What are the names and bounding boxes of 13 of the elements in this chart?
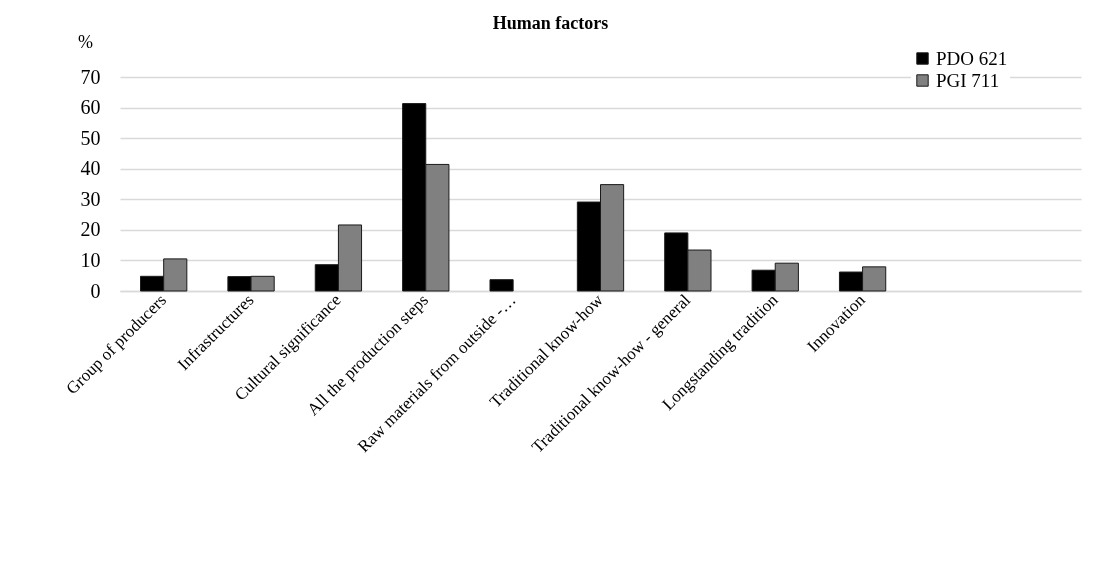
- y-tick-label: 0: [90, 279, 101, 302]
- y-tick-label: 20: [80, 218, 101, 241]
- y-axis-title: %: [78, 31, 93, 52]
- chart-title: Human factors: [492, 13, 609, 33]
- y-tick-label: 30: [80, 187, 101, 210]
- bar: [489, 279, 514, 292]
- y-tick-label: 40: [80, 157, 101, 180]
- legend-label: PGI 711: [936, 69, 1000, 91]
- y-tick-label: 70: [80, 65, 101, 88]
- y-tick-label: 10: [80, 248, 101, 271]
- legend-label: PDO 621: [936, 47, 1008, 69]
- y-tick-label: 60: [80, 96, 101, 119]
- y-tick-label: 50: [80, 126, 101, 149]
